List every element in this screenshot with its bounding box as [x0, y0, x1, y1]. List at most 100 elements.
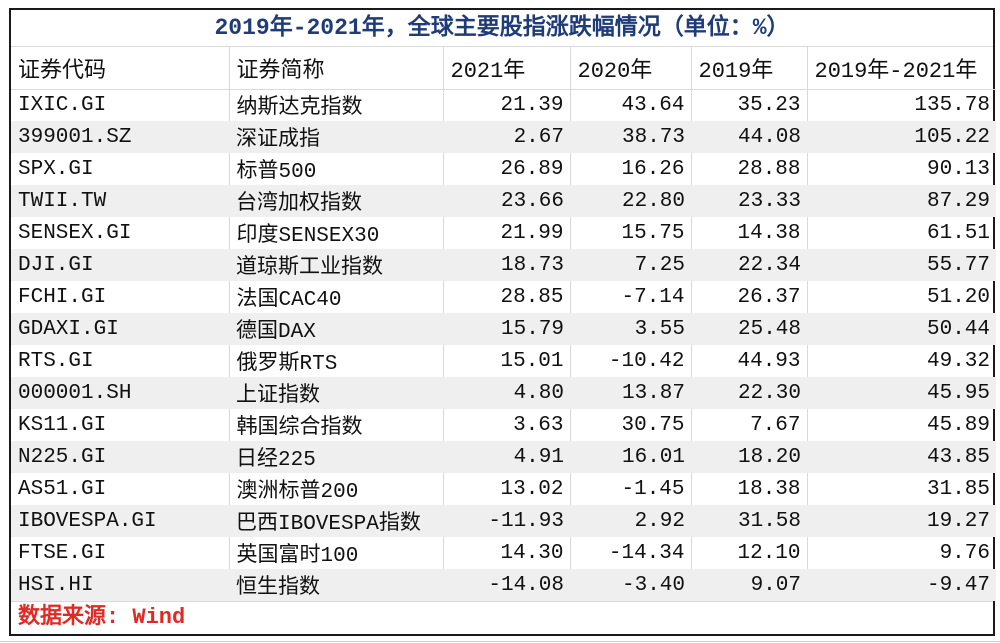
table-row: 399001.SZ 深证成指 2.67 38.73 44.08 105.22: [11, 121, 996, 153]
cell-code: FCHI.GI: [11, 281, 230, 313]
cell-2021: 13.02: [443, 473, 571, 505]
cell-2019: 9.07: [750, 573, 801, 597]
cell-code: 000001.SH: [18, 381, 132, 405]
cell-name: 韩国综合指数: [229, 409, 444, 441]
table-row: FCHI.GI 法国CAC40 28.85 -7.14 26.37 51.20: [11, 281, 996, 313]
table-row: TWII.TW 台湾加权指数 23.66 22.80 23.33 87.29: [11, 185, 996, 217]
cell-name: 道琼斯工业指数: [236, 257, 383, 280]
cell-2021: 21.99: [443, 217, 571, 249]
col-header-total: 2019年-2021年: [807, 47, 996, 90]
cell-2021: 15.79: [500, 317, 564, 341]
table-row: RTS.GI 俄罗斯RTS 15.01 -10.42 44.93 49.32: [11, 345, 996, 377]
cell-2020: 16.01: [621, 445, 685, 469]
cell-2019: 23.33: [737, 189, 801, 213]
cell-2020: 15.75: [570, 217, 692, 249]
cell-2021: -11.93: [488, 509, 564, 533]
cell-name: 日经225: [236, 449, 316, 472]
col-header-2019: 2019年: [691, 47, 808, 90]
cell-code: DJI.GI: [18, 253, 94, 277]
cell-name: 纳斯达克指数: [229, 89, 444, 121]
cell-code: IXIC.GI: [11, 89, 230, 121]
cell-2019: 18.20: [737, 445, 801, 469]
cell-code: RTS.GI: [11, 345, 230, 377]
col-header-code: 证券代码: [11, 47, 230, 90]
cell-name: 恒生指数: [236, 577, 320, 600]
header-row: 证券代码 证券简称 2021年 2020年 2019年 2019年-2021年: [11, 47, 996, 90]
cell-name: 印度SENSEX30: [229, 217, 444, 249]
table-row: AS51.GI 澳洲标普200 13.02 -1.45 18.38 31.85: [11, 473, 996, 505]
cell-2020: 13.87: [621, 381, 685, 405]
cell-2019: 18.38: [691, 473, 808, 505]
cell-code: IBOVESPA.GI: [18, 509, 157, 533]
cell-code: KS11.GI: [11, 409, 230, 441]
table-row: GDAXI.GI 德国DAX 15.79 3.55 25.48 50.44: [11, 313, 996, 345]
cell-2019: 28.88: [691, 153, 808, 185]
cell-2021: 14.30: [443, 537, 571, 569]
cell-total: 31.85: [926, 477, 990, 501]
cell-total: 43.85: [926, 445, 990, 469]
cell-2020: 38.73: [621, 125, 685, 149]
cell-total: 49.32: [926, 349, 990, 373]
cell-2020: 22.80: [621, 189, 685, 213]
stock-index-table: 2019年-2021年，全球主要股指涨跌幅情况（单位：%） 证券代码 证券简称 …: [9, 8, 996, 636]
page-bottom-divider: [0, 641, 1000, 642]
col-header-2021: 2021年: [443, 47, 571, 90]
cell-2020: 7.25: [634, 253, 685, 277]
cell-code: HSI.HI: [18, 573, 94, 597]
cell-code: N225.GI: [18, 445, 107, 469]
cell-2019: 35.23: [691, 89, 808, 121]
cell-2021: 4.91: [513, 445, 564, 469]
table-row: FTSE.GI 英国富时100 14.30 -14.34 12.10 9.76: [11, 537, 996, 569]
cell-2021: 15.01: [443, 345, 571, 377]
cell-name: 德国DAX: [236, 321, 316, 344]
cell-2019: 22.30: [737, 381, 801, 405]
cell-2020: -3.40: [621, 573, 685, 597]
cell-total: -9.47: [926, 573, 990, 597]
cell-2019: 44.93: [691, 345, 808, 377]
cell-total: 9.76: [939, 541, 990, 565]
cell-total: 45.95: [926, 381, 990, 405]
cell-total: 19.27: [926, 509, 990, 533]
cell-total: 51.20: [926, 285, 990, 309]
cell-name: 俄罗斯RTS: [229, 345, 444, 377]
cell-total: 90.13: [926, 157, 990, 181]
cell-name: 标普500: [229, 153, 444, 185]
cell-2019: 31.58: [737, 509, 801, 533]
cell-2020: 16.26: [570, 153, 692, 185]
data-table: 证券代码 证券简称 2021年 2020年 2019年 2019年-2021年 …: [11, 47, 996, 601]
cell-name: 巴西IBOVESPA指数: [236, 513, 421, 536]
table-row: HSI.HI 恒生指数 -14.08 -3.40 9.07 -9.47: [11, 569, 996, 601]
table-row: KS11.GI 韩国综合指数 3.63 30.75 7.67 45.89: [11, 409, 996, 441]
cell-total: 87.29: [926, 189, 990, 213]
cell-2019: 14.38: [691, 217, 808, 249]
cell-code: TWII.TW: [18, 189, 107, 213]
cell-2021: 23.66: [500, 189, 564, 213]
table-row: N225.GI 日经225 4.91 16.01 18.20 43.85: [11, 441, 996, 473]
cell-2019: 22.34: [737, 253, 801, 277]
cell-code: FTSE.GI: [11, 537, 230, 569]
cell-2021: 18.73: [500, 253, 564, 277]
cell-2021: 2.67: [513, 125, 564, 149]
cell-total: 105.22: [914, 125, 990, 149]
table-title: 2019年-2021年，全球主要股指涨跌幅情况（单位：%）: [11, 10, 993, 47]
cell-total: 135.78: [914, 93, 990, 117]
cell-code: SPX.GI: [11, 153, 230, 185]
table-row: 000001.SH 上证指数 4.80 13.87 22.30 45.95: [11, 377, 996, 409]
cell-2020: -10.42: [570, 345, 692, 377]
col-header-name: 证券简称: [229, 47, 444, 90]
cell-2021: 26.89: [443, 153, 571, 185]
cell-name: 上证指数: [236, 385, 320, 408]
cell-2020: 30.75: [570, 409, 692, 441]
col-header-2020: 2020年: [570, 47, 692, 90]
cell-total: 61.51: [926, 221, 990, 245]
table-row: IBOVESPA.GI 巴西IBOVESPA指数 -11.93 2.92 31.…: [11, 505, 996, 537]
cell-code: SENSEX.GI: [11, 217, 230, 249]
cell-name: 法国CAC40: [229, 281, 444, 313]
table-row: DJI.GI 道琼斯工业指数 18.73 7.25 22.34 55.77: [11, 249, 996, 281]
cell-code: AS51.GI: [11, 473, 230, 505]
cell-2019: 12.10: [691, 537, 808, 569]
cell-code: 399001.SZ: [18, 125, 132, 149]
cell-total: 45.89: [926, 413, 990, 437]
cell-2020: -1.45: [570, 473, 692, 505]
